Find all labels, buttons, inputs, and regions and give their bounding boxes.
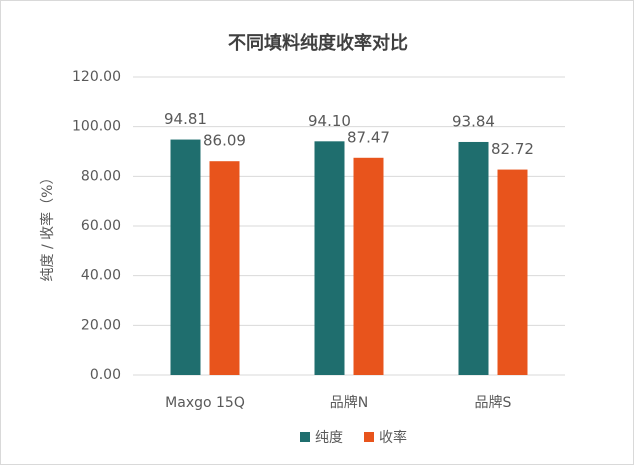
bar bbox=[353, 157, 384, 375]
data-label: 86.09 bbox=[203, 132, 246, 150]
bar bbox=[170, 139, 201, 375]
bar bbox=[458, 141, 489, 375]
x-tick-label: 品牌N bbox=[330, 394, 368, 411]
legend-swatch bbox=[300, 432, 310, 442]
x-tick-label: Maxgo 15Q bbox=[165, 395, 245, 411]
data-label: 87.47 bbox=[347, 128, 390, 146]
y-tick-label: 40.00 bbox=[81, 268, 121, 284]
y-tick-label: 80.00 bbox=[81, 168, 121, 184]
bar bbox=[497, 169, 528, 375]
x-tick-label: 品牌S bbox=[475, 394, 512, 411]
legend-swatch bbox=[364, 432, 374, 442]
data-label: 93.84 bbox=[452, 112, 495, 130]
legend-label: 纯度 bbox=[315, 430, 343, 446]
y-tick-label: 120.00 bbox=[72, 69, 121, 85]
data-label: 94.10 bbox=[308, 112, 351, 130]
bar bbox=[209, 161, 240, 375]
data-label: 82.72 bbox=[491, 140, 534, 158]
y-tick-label: 20.00 bbox=[81, 317, 121, 333]
y-tick-label: 60.00 bbox=[81, 218, 121, 234]
y-tick-label: 100.00 bbox=[72, 119, 121, 135]
data-label: 94.81 bbox=[164, 110, 207, 128]
y-axis-label: 纯度 / 收率（%） bbox=[39, 171, 56, 282]
y-tick-label: 0.00 bbox=[90, 367, 121, 383]
legend-label: 收率 bbox=[379, 429, 407, 446]
bar bbox=[314, 141, 345, 375]
chart-title: 不同填料纯度收率对比 bbox=[228, 32, 408, 54]
